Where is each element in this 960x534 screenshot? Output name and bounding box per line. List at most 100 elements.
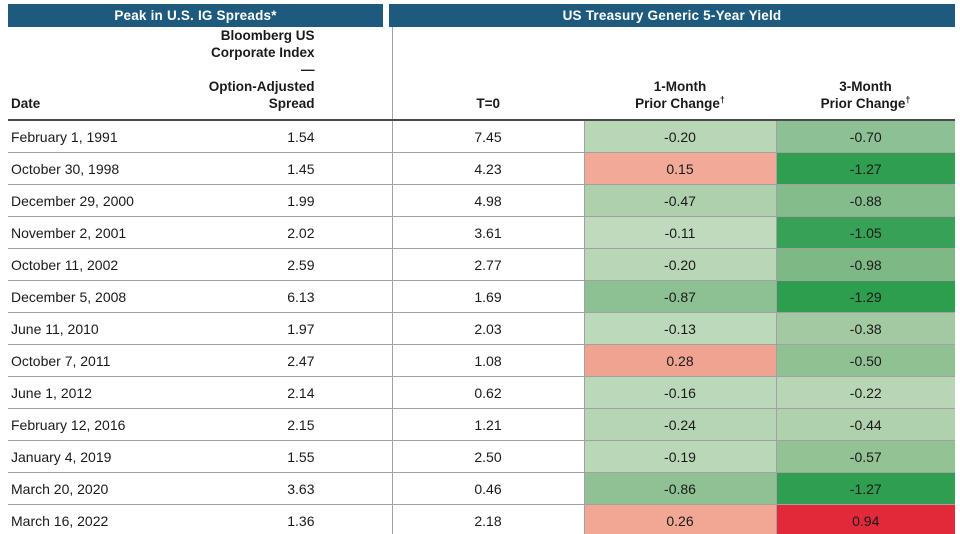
- oas-spread-cell: 2.59: [198, 248, 392, 281]
- col-header-t0: T=0: [391, 27, 584, 121]
- table-row: June 11, 2010 1.97 2.03 -0.13 -0.38: [8, 312, 955, 345]
- three-month-change-cell: -1.29: [775, 280, 955, 313]
- one-month-change-cell: -0.86: [583, 472, 776, 505]
- one-month-change-cell: 0.26: [583, 504, 776, 534]
- oas-spread-cell: 1.54: [287, 128, 315, 145]
- col-header-oas: Bloomberg US Corporate Index— Option-Adj…: [198, 27, 392, 121]
- banner-row: Peak in U.S. IG Spreads* US Treasury Gen…: [8, 4, 955, 27]
- table-row: December 5, 2008 6.13 1.69 -0.87 -1.29: [8, 280, 955, 313]
- t0-yield-cell: 3.61: [391, 216, 584, 249]
- column-header-row: Date Bloomberg US Corporate Index— Optio…: [8, 27, 955, 121]
- table-body: February 1, 1991 1.54 7.45 -0.20 -0.70 O…: [8, 120, 955, 534]
- one-month-change-cell: 0.28: [583, 344, 776, 377]
- table-row: October 30, 1998 1.45 4.23 0.15 -1.27: [8, 152, 955, 185]
- three-month-change-cell: -0.22: [775, 376, 955, 409]
- t0-yield-cell: 7.45: [391, 120, 584, 153]
- table-header: Date Bloomberg US Corporate Index— Optio…: [8, 27, 955, 121]
- table-row: March 20, 2020 3.63 0.46 -0.86 -1.27: [8, 472, 955, 505]
- three-month-change-cell: -0.44: [775, 408, 955, 441]
- date-cell: December 29, 2000: [8, 184, 198, 217]
- date-cell: November 2, 2001: [8, 216, 198, 249]
- one-month-change-cell: -0.19: [583, 440, 776, 473]
- t0-yield-cell: 2.18: [391, 504, 584, 534]
- oas-header-line: Bloomberg US: [220, 28, 315, 43]
- three-month-change-cell: -1.05: [775, 216, 955, 249]
- one-month-change-cell: -0.87: [583, 280, 776, 313]
- oas-spread-cell: 2.15: [198, 408, 392, 441]
- table-row: December 29, 2000 1.99 4.98 -0.47 -0.88: [8, 184, 955, 217]
- table-row: October 7, 2011 2.47 1.08 0.28 -0.50: [8, 344, 955, 377]
- table-row: February 12, 2016 2.15 1.21 -0.24 -0.44: [8, 408, 955, 441]
- oas-spread-cell: 1.99: [198, 184, 392, 217]
- m3-header-line: Prior Change†: [820, 94, 911, 111]
- table-row: June 1, 2012 2.14 0.62 -0.16 -0.22: [8, 376, 955, 409]
- three-month-change-cell: -1.27: [775, 152, 955, 185]
- three-month-change-cell: 0.94: [775, 504, 955, 534]
- oas-spread-cell: 1.36: [198, 504, 392, 534]
- t0-yield-cell: 2.77: [391, 248, 584, 281]
- oas-spread-cell: 2.14: [198, 376, 392, 409]
- oas-header-line: Option-Adjusted: [208, 79, 315, 94]
- t0-yield-cell: 2.03: [391, 312, 584, 345]
- three-month-change-cell: -1.27: [775, 472, 955, 505]
- one-month-change-cell: -0.16: [583, 376, 776, 409]
- col-header-date: Date: [8, 27, 198, 121]
- oas-spread-cell: 1.97: [198, 312, 392, 345]
- date-cell: June 1, 2012: [8, 376, 198, 409]
- t0-yield-cell: 0.62: [391, 376, 584, 409]
- one-month-change-cell: -0.11: [583, 216, 776, 249]
- m1-header-line: Prior Change†: [635, 94, 725, 111]
- date-cell: December 5, 2008: [8, 280, 198, 313]
- date-cell: October 11, 2002: [8, 248, 198, 281]
- col-header-3-month-prior-change: 3-Month Prior Change†: [776, 27, 955, 121]
- banner-treasury-5yr-yield: US Treasury Generic 5-Year Yield: [389, 4, 955, 27]
- t0-yield-cell: 1.69: [391, 280, 584, 313]
- one-month-change-cell: -0.20: [583, 248, 776, 281]
- banner-peak-ig-spreads: Peak in U.S. IG Spreads*: [8, 4, 383, 27]
- three-month-change-cell: -0.70: [775, 120, 955, 153]
- oas-spread-cell: 3.63: [198, 472, 392, 505]
- table-row: October 11, 2002 2.59 2.77 -0.20 -0.98: [8, 248, 955, 281]
- oas-spread-cell: 2.02: [198, 216, 392, 249]
- oas-header-line: Corporate Index—: [210, 45, 315, 77]
- one-month-change-cell: -0.20: [583, 120, 776, 153]
- three-month-change-cell: -0.88: [775, 184, 955, 217]
- col-header-1-month-prior-change: 1-Month Prior Change†: [584, 27, 776, 121]
- date-cell: February 1, 1991: [11, 128, 118, 145]
- one-month-change-cell: -0.24: [583, 408, 776, 441]
- oas-spread-cell: 1.55: [198, 440, 392, 473]
- t0-yield-cell: 4.23: [391, 152, 584, 185]
- banner-gap: [383, 4, 389, 27]
- m3-header-line: 3-Month: [839, 79, 892, 94]
- date-cell: February 12, 2016: [8, 408, 198, 441]
- oas-spread-cell: 6.13: [198, 280, 392, 313]
- t0-yield-cell: 4.98: [391, 184, 584, 217]
- date-cell: January 4, 2019: [8, 440, 198, 473]
- three-month-change-cell: -0.38: [775, 312, 955, 345]
- date-cell: March 20, 2020: [8, 472, 198, 505]
- table-row: November 2, 2001 2.02 3.61 -0.11 -1.05: [8, 216, 955, 249]
- t0-yield-cell: 1.08: [391, 344, 584, 377]
- three-month-change-cell: -0.57: [775, 440, 955, 473]
- t0-yield-cell: 1.21: [391, 408, 584, 441]
- oas-spread-cell: 1.45: [198, 152, 392, 185]
- date-cell: June 11, 2010: [8, 312, 198, 345]
- dagger-footnote-mark: †: [719, 94, 725, 105]
- one-month-change-cell: -0.47: [583, 184, 776, 217]
- t0-yield-cell: 0.46: [391, 472, 584, 505]
- one-month-change-cell: 0.15: [583, 152, 776, 185]
- dagger-footnote-mark: †: [905, 94, 911, 105]
- three-month-change-cell: -0.50: [775, 344, 955, 377]
- table-row: February 1, 1991 1.54 7.45 -0.20 -0.70: [8, 120, 955, 153]
- date-cell: March 16, 2022: [8, 504, 198, 534]
- spread-yield-table: Date Bloomberg US Corporate Index— Optio…: [8, 27, 955, 534]
- oas-spread-cell: 2.47: [198, 344, 392, 377]
- oas-header-line: Spread: [268, 96, 315, 111]
- three-month-change-cell: -0.98: [775, 248, 955, 281]
- m1-header-line: 1-Month: [653, 79, 707, 94]
- table-row: March 16, 2022 1.36 2.18 0.26 0.94: [8, 504, 955, 534]
- date-cell: October 30, 1998: [8, 152, 198, 185]
- table-row: January 4, 2019 1.55 2.50 -0.19 -0.57: [8, 440, 955, 473]
- one-month-change-cell: -0.13: [583, 312, 776, 345]
